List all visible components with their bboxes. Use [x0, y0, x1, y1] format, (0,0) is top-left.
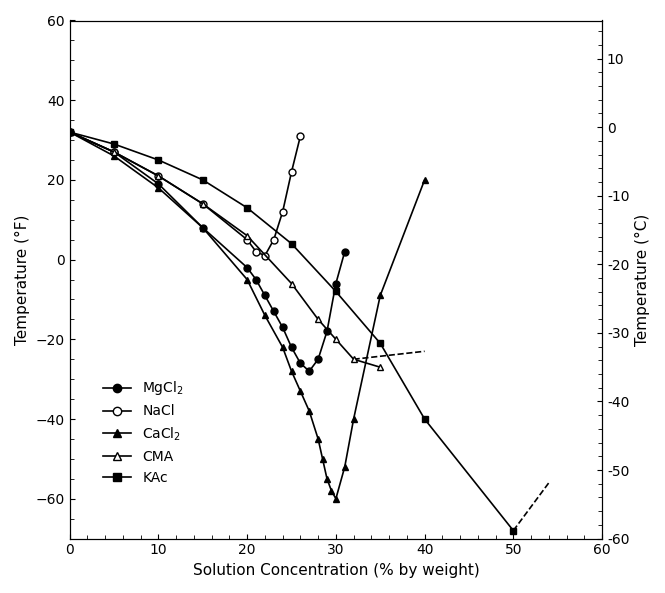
- Y-axis label: Temperature (°C): Temperature (°C): [635, 213, 650, 346]
- X-axis label: Solution Concentration (% by weight): Solution Concentration (% by weight): [192, 563, 479, 578]
- Legend: MgCl$_2$, NaCl, CaCl$_2$, CMA, KAc: MgCl$_2$, NaCl, CaCl$_2$, CMA, KAc: [98, 374, 190, 490]
- Y-axis label: Temperature (°F): Temperature (°F): [15, 214, 30, 345]
